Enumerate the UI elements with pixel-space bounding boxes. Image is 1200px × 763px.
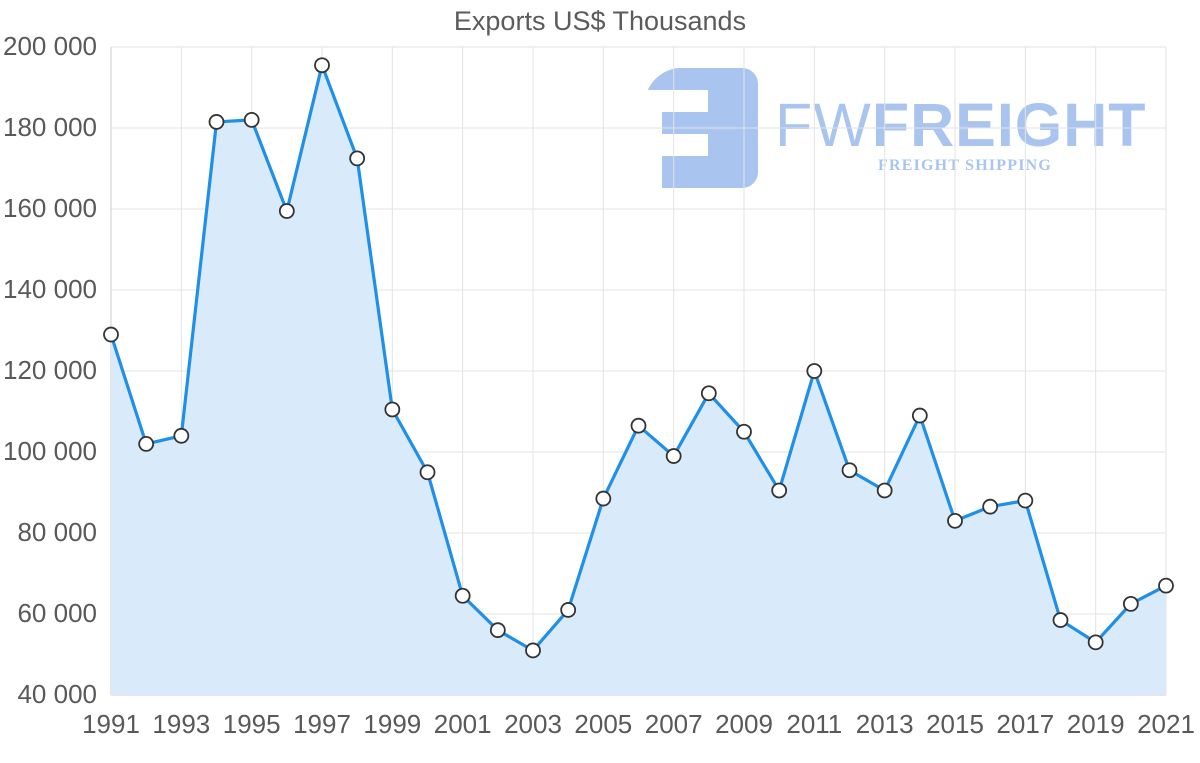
svg-text:2013: 2013 [856, 709, 914, 739]
svg-text:2015: 2015 [926, 709, 984, 739]
svg-text:2021: 2021 [1137, 709, 1195, 739]
svg-text:2011: 2011 [786, 709, 842, 739]
svg-text:2009: 2009 [715, 709, 773, 739]
svg-text:120 000: 120 000 [3, 355, 97, 385]
svg-text:1995: 1995 [223, 709, 281, 739]
svg-text:180 000: 180 000 [3, 112, 97, 142]
svg-text:2019: 2019 [1067, 709, 1125, 739]
svg-text:200 000: 200 000 [3, 31, 97, 61]
svg-text:60 000: 60 000 [17, 598, 97, 628]
svg-text:40 000: 40 000 [17, 679, 97, 709]
svg-text:140 000: 140 000 [3, 274, 97, 304]
svg-text:2017: 2017 [996, 709, 1054, 739]
svg-text:160 000: 160 000 [3, 193, 97, 223]
svg-text:1997: 1997 [293, 709, 351, 739]
svg-text:2007: 2007 [645, 709, 703, 739]
svg-text:2005: 2005 [574, 709, 632, 739]
svg-text:1993: 1993 [152, 709, 210, 739]
svg-text:1991: 1991 [82, 709, 140, 739]
svg-text:2003: 2003 [504, 709, 562, 739]
svg-text:80 000: 80 000 [17, 517, 97, 547]
svg-text:100 000: 100 000 [3, 436, 97, 466]
svg-text:2001: 2001 [434, 709, 492, 739]
svg-text:1999: 1999 [363, 709, 421, 739]
